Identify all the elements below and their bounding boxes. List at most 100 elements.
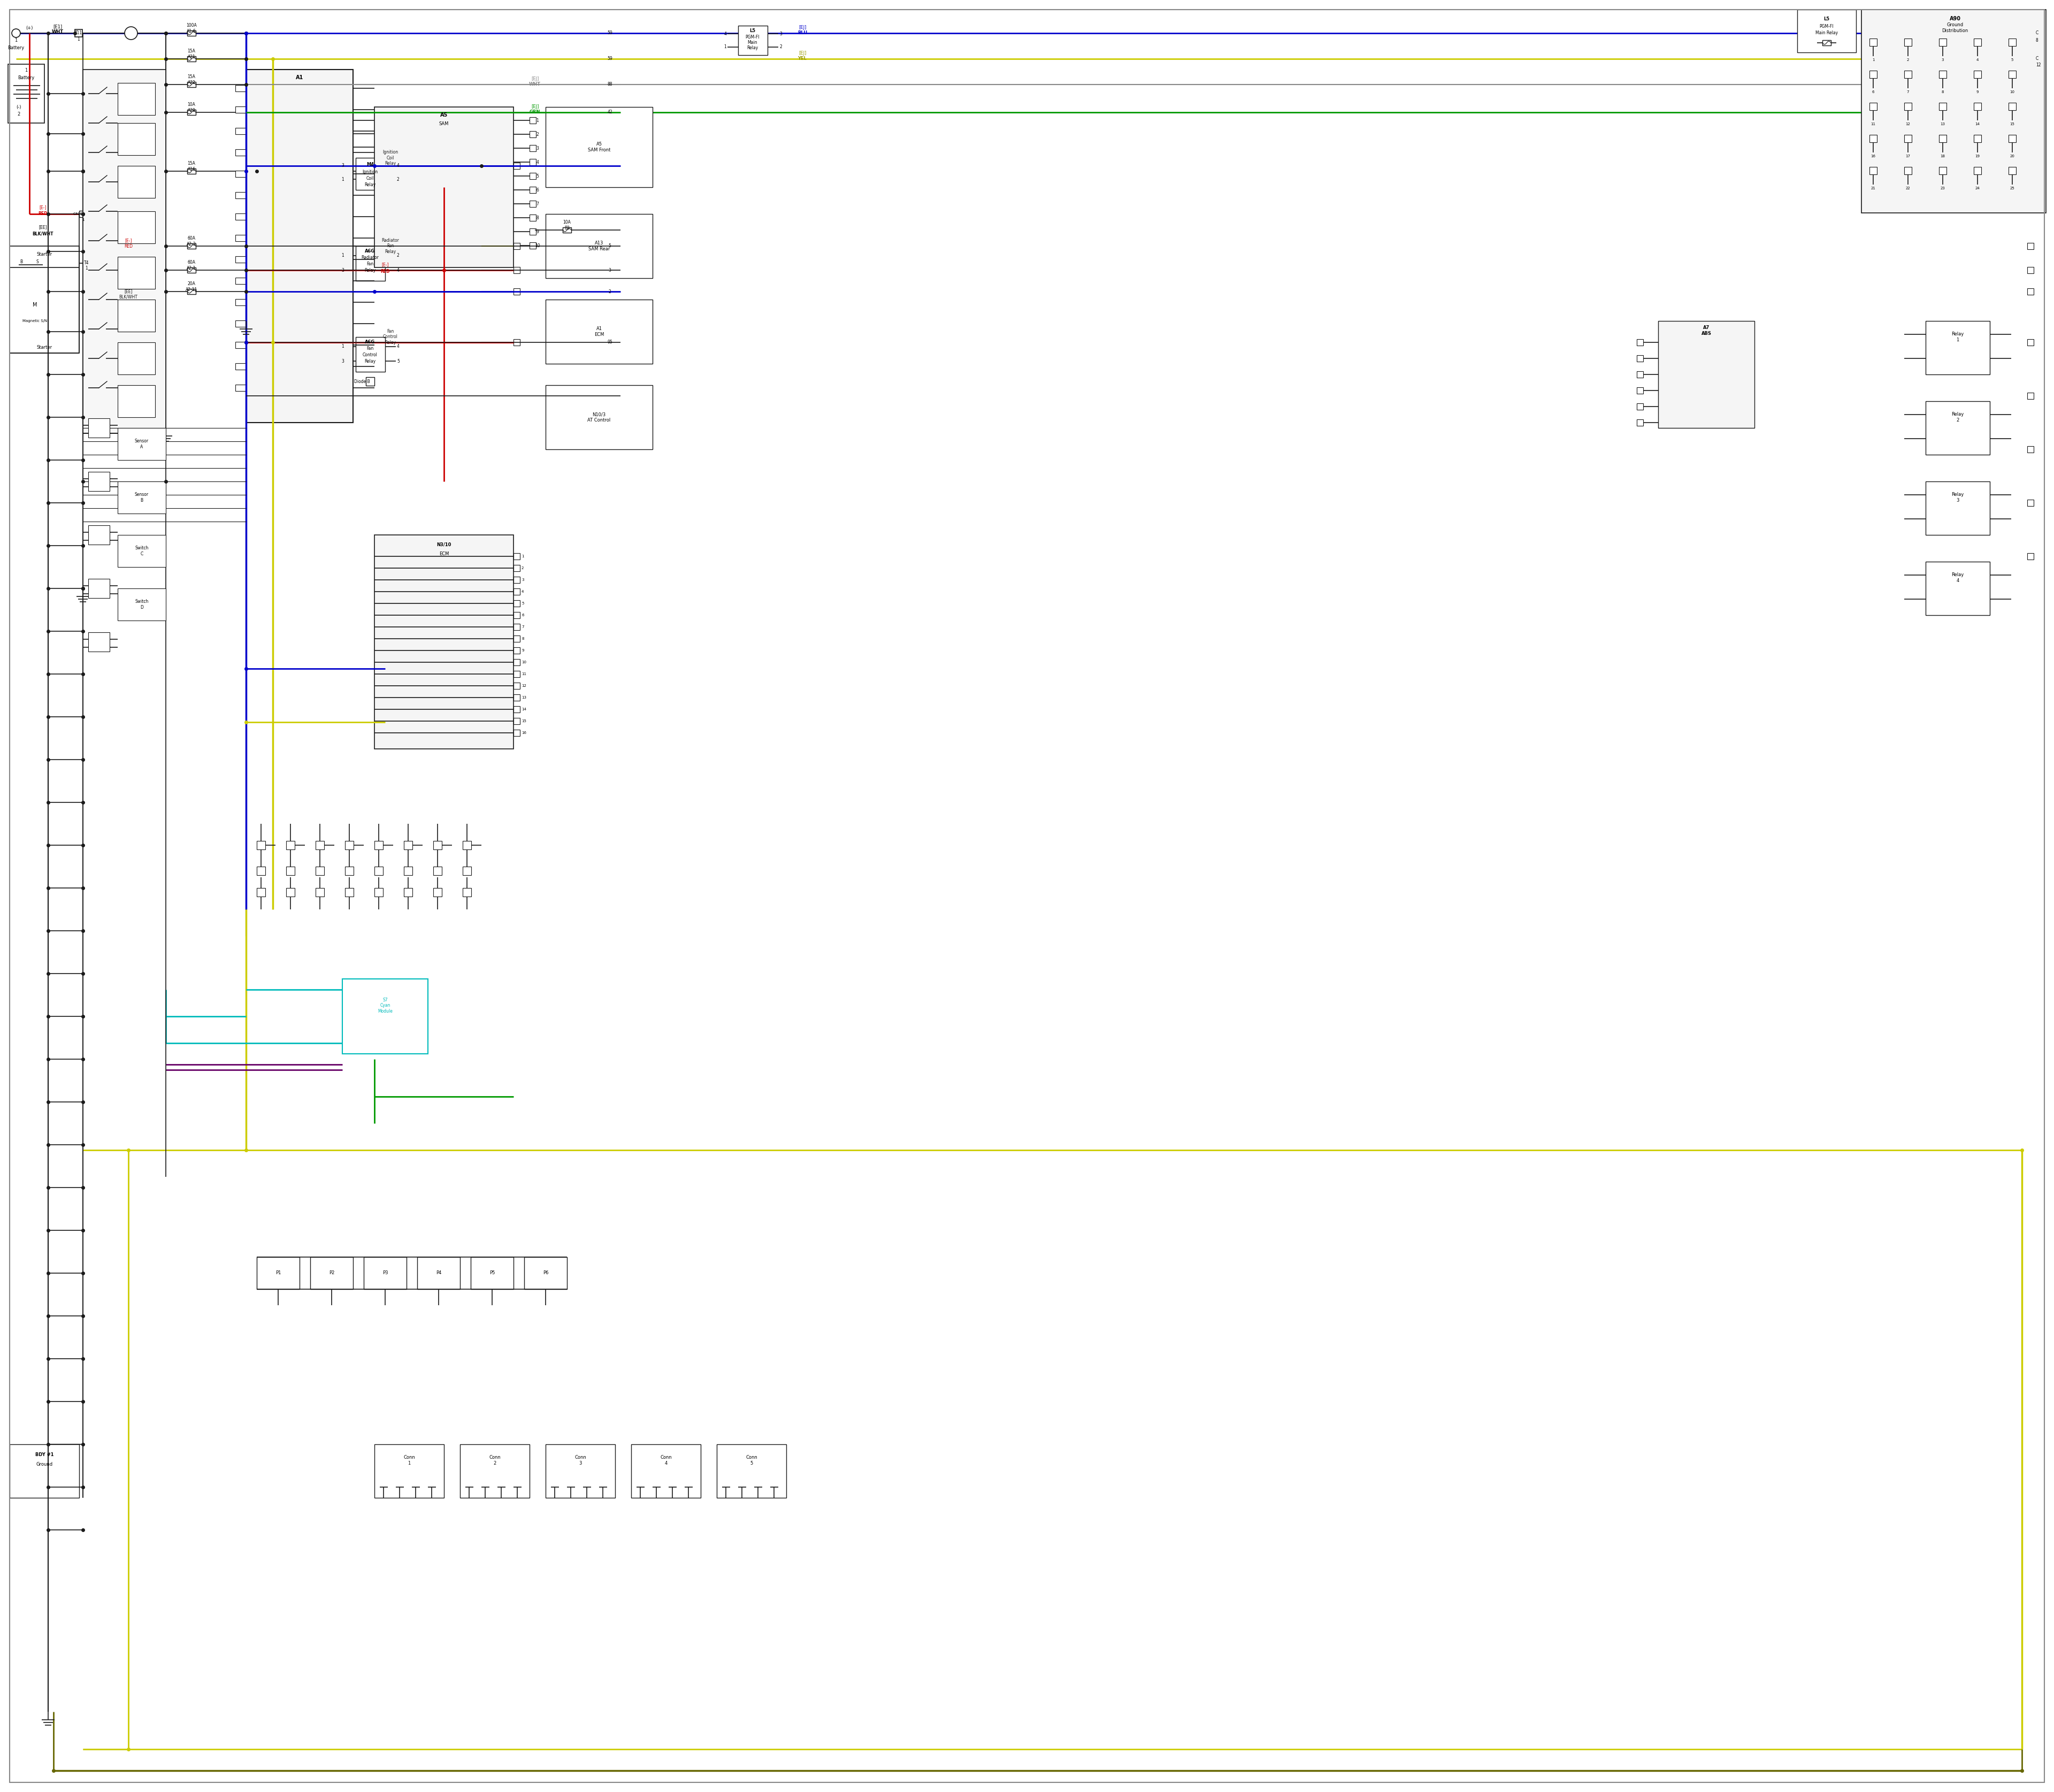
Text: 1: 1 xyxy=(341,177,343,181)
Circle shape xyxy=(105,357,107,360)
Bar xyxy=(316,840,325,849)
Text: 10: 10 xyxy=(534,244,540,247)
Bar xyxy=(417,1256,460,1288)
Text: T4: T4 xyxy=(84,262,88,265)
Text: 3: 3 xyxy=(778,30,783,36)
Bar xyxy=(8,65,45,124)
Text: A1: A1 xyxy=(296,75,304,81)
Bar xyxy=(236,149,246,156)
Text: 22: 22 xyxy=(1906,186,1910,190)
Text: 23: 23 xyxy=(1941,186,1945,190)
Bar xyxy=(374,108,514,267)
Text: Conn
3: Conn 3 xyxy=(575,1455,585,1466)
Text: 20: 20 xyxy=(2011,154,2015,158)
Text: 3: 3 xyxy=(536,145,538,151)
Bar xyxy=(1974,70,1982,79)
Bar xyxy=(2009,102,2017,109)
Text: Relay: Relay xyxy=(364,269,376,272)
Bar xyxy=(82,260,90,267)
Bar xyxy=(1974,102,1982,109)
Text: [E-]: [E-] xyxy=(39,204,47,210)
Text: 14: 14 xyxy=(1976,122,1980,125)
Bar xyxy=(236,342,246,348)
Bar xyxy=(374,1444,444,1498)
Bar xyxy=(433,889,442,896)
Text: C409: C409 xyxy=(74,213,82,215)
Circle shape xyxy=(105,387,107,389)
Text: Diode B: Diode B xyxy=(353,378,370,383)
Bar xyxy=(117,342,156,375)
Bar xyxy=(470,1256,514,1288)
Bar xyxy=(1869,134,1877,142)
Text: 5: 5 xyxy=(608,244,612,249)
Text: 18: 18 xyxy=(1941,154,1945,158)
Bar xyxy=(514,577,520,582)
Text: 88: 88 xyxy=(608,82,612,88)
Bar xyxy=(2009,167,2017,174)
Text: 15A
A16: 15A A16 xyxy=(187,161,195,172)
Circle shape xyxy=(97,210,101,213)
Bar xyxy=(374,536,514,749)
Bar xyxy=(355,158,386,190)
Bar xyxy=(355,337,386,371)
Bar xyxy=(2027,339,2033,346)
Bar xyxy=(88,418,109,437)
Bar xyxy=(530,159,536,165)
Text: Coil: Coil xyxy=(366,176,374,181)
Text: P6: P6 xyxy=(542,1271,548,1276)
Text: Relay
4: Relay 4 xyxy=(1951,572,1964,582)
Circle shape xyxy=(105,91,107,95)
Bar xyxy=(1904,167,1912,174)
Bar xyxy=(514,683,520,688)
Text: 2: 2 xyxy=(536,133,538,136)
Text: 15: 15 xyxy=(2011,122,2015,125)
Text: 9: 9 xyxy=(1976,90,1978,93)
Text: Switch
D: Switch D xyxy=(136,599,148,609)
Bar xyxy=(117,588,166,620)
Bar xyxy=(514,729,520,737)
Circle shape xyxy=(97,181,101,183)
Bar xyxy=(236,235,246,242)
Bar xyxy=(187,82,195,88)
Bar xyxy=(1939,102,1947,109)
Text: P5: P5 xyxy=(489,1271,495,1276)
Bar xyxy=(257,840,265,849)
Text: 4: 4 xyxy=(396,267,398,272)
Text: 2: 2 xyxy=(522,566,524,570)
Bar xyxy=(236,170,246,177)
Text: 4: 4 xyxy=(396,163,398,168)
Text: 10: 10 xyxy=(522,661,526,663)
Text: BLU: BLU xyxy=(797,30,807,36)
Bar xyxy=(10,1444,80,1498)
Text: [E1]: [E1] xyxy=(53,25,62,29)
Text: 1: 1 xyxy=(341,344,343,349)
Bar xyxy=(462,867,470,874)
Text: L5: L5 xyxy=(750,29,756,34)
Bar xyxy=(405,840,413,849)
Bar xyxy=(286,867,294,874)
Text: 3: 3 xyxy=(608,267,612,272)
Text: 19: 19 xyxy=(1976,154,1980,158)
Text: 12: 12 xyxy=(2036,63,2042,68)
Text: 14: 14 xyxy=(522,708,526,711)
Bar xyxy=(117,385,156,418)
Bar xyxy=(530,242,536,249)
Text: 1: 1 xyxy=(341,253,343,258)
Text: 59: 59 xyxy=(608,30,612,36)
Bar xyxy=(374,889,382,896)
Bar xyxy=(1797,9,1857,52)
Text: 6: 6 xyxy=(522,613,524,616)
Circle shape xyxy=(105,210,107,213)
Circle shape xyxy=(105,238,107,242)
Text: Sensor
A: Sensor A xyxy=(136,439,148,450)
Text: A6G: A6G xyxy=(366,340,376,344)
Bar xyxy=(514,719,520,724)
Bar xyxy=(117,124,156,156)
Bar xyxy=(1939,38,1947,47)
Bar xyxy=(514,339,520,346)
Bar xyxy=(236,127,246,134)
Text: BDY #1: BDY #1 xyxy=(35,1453,53,1457)
Circle shape xyxy=(105,122,107,125)
Text: S: S xyxy=(37,260,39,265)
Text: RED: RED xyxy=(39,211,47,217)
